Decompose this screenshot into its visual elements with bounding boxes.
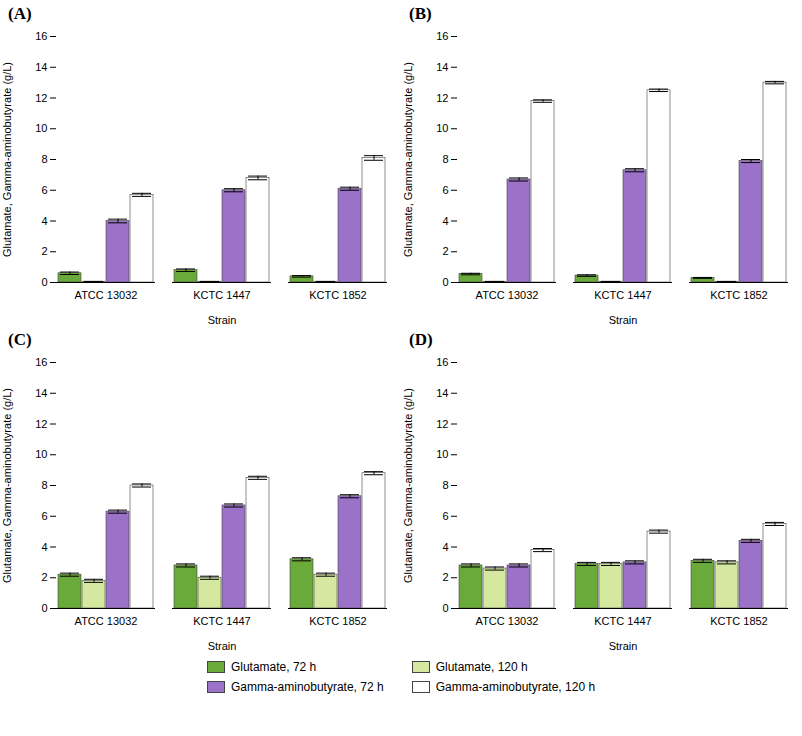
svg-text:Glutamate, Gamma-aminobutyrate: Glutamate, Gamma-aminobutyrate (g/L) — [1, 388, 13, 583]
svg-text:10: 10 — [436, 122, 448, 134]
svg-text:12: 12 — [436, 92, 448, 104]
svg-text:KCTC 1447: KCTC 1447 — [193, 615, 250, 627]
html-text:Glutamate, 72 h: Glutamate, 72 h — [230, 660, 317, 674]
html-text:Gamma-aminobutyrate, 72 h: Gamma-aminobutyrate, 72 h — [230, 680, 384, 694]
svg-text:6: 6 — [41, 184, 47, 196]
svg-text:4: 4 — [442, 215, 448, 227]
svg-text:6: 6 — [442, 184, 448, 196]
svg-text:ATCC 13032: ATCC 13032 — [476, 615, 539, 627]
svg-text:Glutamate, Gamma-aminobutyrate: Glutamate, Gamma-aminobutyrate (g/L) — [402, 62, 414, 257]
svg-text:14: 14 — [436, 387, 448, 399]
svg-text:Glutamate, Gamma-aminobutyrate: Glutamate, Gamma-aminobutyrate (g/L) — [402, 388, 414, 583]
html-text:Glutamate, 120 h: Glutamate, 120 h — [435, 660, 528, 674]
svg-text:8: 8 — [442, 153, 448, 165]
svg-text:Glutamate, Gamma-aminobutyrate: Glutamate, Gamma-aminobutyrate (g/L) — [1, 62, 13, 257]
svg-text:10: 10 — [436, 448, 448, 460]
svg-text:16: 16 — [436, 30, 448, 42]
svg-text:12: 12 — [35, 92, 47, 104]
svg-text:KCTC 1852: KCTC 1852 — [710, 289, 767, 301]
svg-text:8: 8 — [41, 479, 47, 491]
svg-text:16: 16 — [35, 356, 47, 368]
svg-text:14: 14 — [35, 61, 47, 73]
svg-text:14: 14 — [436, 61, 448, 73]
svg-text:Strain: Strain — [208, 640, 237, 652]
svg-text:4: 4 — [41, 541, 47, 553]
svg-text:16: 16 — [35, 30, 47, 42]
svg-text:2: 2 — [41, 571, 47, 583]
svg-text:6: 6 — [41, 510, 47, 522]
svg-text:8: 8 — [41, 153, 47, 165]
html-text:(A): (A) — [8, 4, 32, 23]
svg-text:8: 8 — [442, 479, 448, 491]
html-text:(D): (D) — [409, 330, 433, 349]
svg-text:KCTC 1447: KCTC 1447 — [594, 289, 651, 301]
svg-text:Strain: Strain — [609, 314, 638, 326]
html-text:(C): (C) — [8, 330, 32, 349]
svg-text:2: 2 — [442, 571, 448, 583]
svg-text:Strain: Strain — [208, 314, 237, 326]
svg-text:KCTC 1852: KCTC 1852 — [309, 289, 366, 301]
svg-text:4: 4 — [442, 541, 448, 553]
svg-text:KCTC 1447: KCTC 1447 — [594, 615, 651, 627]
svg-text:ATCC 13032: ATCC 13032 — [75, 289, 138, 301]
svg-text:ATCC 13032: ATCC 13032 — [75, 615, 138, 627]
svg-text:0: 0 — [41, 602, 47, 614]
svg-text:0: 0 — [41, 276, 47, 288]
html-text:(B): (B) — [409, 4, 432, 23]
svg-text:14: 14 — [35, 387, 47, 399]
svg-text:KCTC 1447: KCTC 1447 — [193, 289, 250, 301]
svg-text:4: 4 — [41, 215, 47, 227]
svg-text:2: 2 — [442, 245, 448, 257]
svg-text:10: 10 — [35, 448, 47, 460]
svg-text:10: 10 — [35, 122, 47, 134]
svg-text:KCTC 1852: KCTC 1852 — [710, 615, 767, 627]
svg-text:2: 2 — [41, 245, 47, 257]
svg-text:0: 0 — [442, 602, 448, 614]
svg-text:Strain: Strain — [609, 640, 638, 652]
svg-text:6: 6 — [442, 510, 448, 522]
svg-text:12: 12 — [35, 418, 47, 430]
svg-text:KCTC 1852: KCTC 1852 — [309, 615, 366, 627]
svg-text:0: 0 — [442, 276, 448, 288]
svg-text:12: 12 — [436, 418, 448, 430]
svg-text:16: 16 — [436, 356, 448, 368]
svg-text:ATCC 13032: ATCC 13032 — [476, 289, 539, 301]
html-text:Gamma-aminobutyrate, 120 h: Gamma-aminobutyrate, 120 h — [435, 680, 596, 694]
